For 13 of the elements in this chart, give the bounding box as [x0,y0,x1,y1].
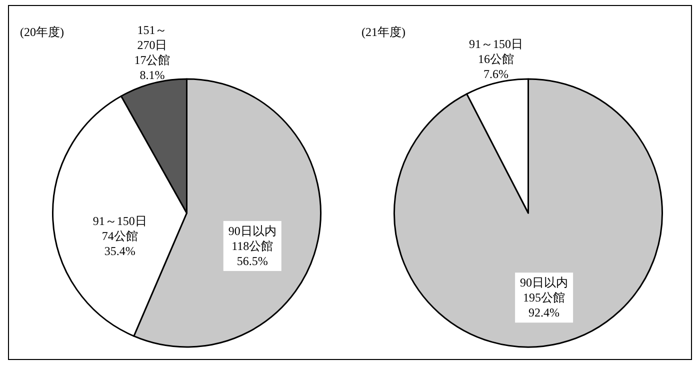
data-label: 17公館 8.1% [134,52,170,82]
pie-slice [394,78,663,348]
chart-title: (20年度) [20,25,64,39]
data-label: 74公館 35.4% [102,229,138,258]
slice-label: 91～150日 [92,214,147,228]
slice-label: 90日以内 [520,276,568,290]
chart-title: (21年度) [362,25,406,39]
data-label: 16公館 7.6% [478,52,514,82]
slice-label: 151～270日 [137,22,168,52]
data-label: 195公館 92.4% [523,290,566,320]
data-label: 118公館 56.5% [232,239,274,268]
slice-label: 91～150日 [468,37,523,52]
slice-label: 90日以内 [228,224,276,238]
